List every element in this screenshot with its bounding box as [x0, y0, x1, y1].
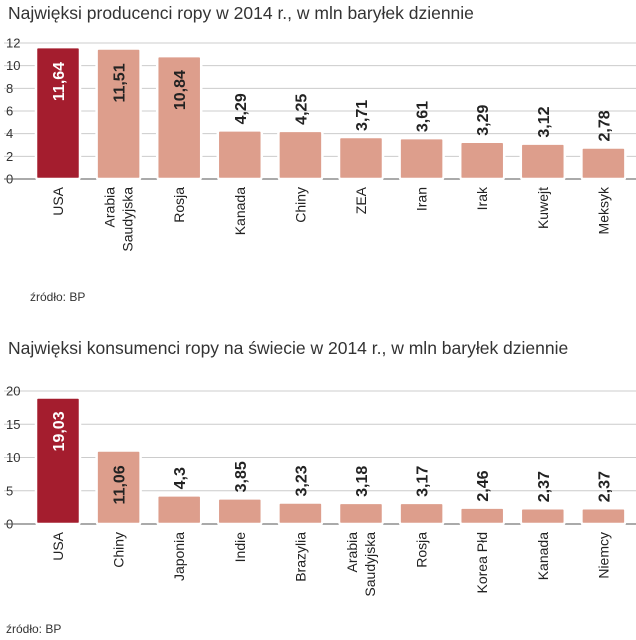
chart-title-consumers: Najwięksi konsumenci ropy na świecie w 2…	[8, 338, 569, 358]
consumers-bar	[519, 506, 567, 526]
consumers-y-tick-label: 10	[6, 450, 20, 465]
consumers-category-label: Chiny	[111, 532, 127, 568]
producers-category-label: Kanada	[232, 187, 248, 235]
consumers-bar	[95, 449, 142, 526]
consumers-bar	[34, 396, 82, 526]
consumers-y-tick-label: 15	[6, 417, 20, 432]
consumers-value-label: 19,03	[51, 411, 68, 451]
producers-value-label: 3,71	[354, 100, 371, 131]
producers-category-label: Meksyk	[595, 186, 611, 234]
producers-value-label: 3,61	[415, 101, 432, 132]
producers-bar	[519, 142, 567, 181]
consumers-bar	[216, 497, 264, 526]
producers-value-label: 10,84	[172, 70, 189, 110]
consumers-category-label: Arabia Saudyjska	[344, 532, 378, 597]
consumers-value-label: 2,37	[596, 471, 613, 502]
producers-category-label: USA	[50, 186, 66, 215]
consumers-value-label: 11,06	[112, 465, 129, 504]
source-note-consumers: źródło: BP	[6, 622, 62, 636]
producers-y-tick-label: 4	[6, 126, 13, 141]
producers-y-tick-label: 10	[6, 58, 20, 73]
producers-y-tick-label: 8	[6, 81, 13, 96]
producers-bar	[277, 129, 324, 181]
producers-category-label: Iran	[414, 187, 430, 211]
consumers-value-label: 4,3	[172, 467, 189, 489]
consumers-value-label: 2,37	[536, 471, 553, 502]
producers-category-label: Irak	[474, 186, 490, 210]
source-note-producers: źródło: BP	[30, 290, 86, 304]
producers-value-label: 11,51	[112, 63, 129, 102]
consumers-category-label: Kanada	[535, 532, 551, 580]
producers-category-label: Arabia Saudyjska	[102, 187, 136, 252]
producers-value-label: 11,64	[51, 62, 68, 101]
consumers-value-label: 3,85	[233, 461, 250, 492]
consumers-value-label: 3,23	[293, 465, 310, 496]
producers-value-label: 2,78	[596, 110, 613, 141]
producers-y-tick-label: 6	[6, 104, 13, 119]
producers-value-label: 4,29	[233, 93, 250, 124]
producers-bar	[34, 45, 82, 181]
consumers-bar	[580, 506, 627, 526]
producers-category-label: ZEA	[353, 186, 369, 214]
producers-category-label: Rosja	[171, 187, 187, 223]
producers-y-tick-label: 12	[6, 36, 20, 51]
consumers-bar	[458, 506, 506, 526]
producers-value-label: 3,29	[475, 104, 492, 135]
producers-category-label: Chiny	[292, 187, 308, 223]
consumers-category-label: Niemcy	[595, 532, 611, 579]
consumers-category-label: Japonia	[171, 532, 187, 581]
consumers-bar	[277, 501, 324, 526]
consumers-value-label: 3,17	[415, 466, 432, 497]
consumers-value-label: 2,46	[475, 470, 492, 501]
producers-bar	[458, 140, 506, 181]
producers-value-label: 4,25	[293, 94, 310, 125]
consumers-bar	[337, 501, 385, 526]
consumers-value-label: 3,18	[354, 466, 371, 497]
producers-bar	[337, 135, 385, 181]
consumers-category-label: Brazylia	[292, 532, 308, 582]
consumers-category-label: Korea Płd	[474, 532, 490, 593]
producers-bar	[95, 47, 142, 181]
producers-bar	[398, 136, 445, 181]
producers-bar	[155, 54, 203, 181]
consumers-bar	[398, 501, 445, 526]
consumers-category-label: Indie	[232, 532, 248, 563]
producers-category-label: Kuwejt	[535, 187, 551, 229]
producers-bar	[216, 129, 264, 181]
consumers-y-tick-label: 20	[6, 384, 20, 399]
consumers-category-label: Rosja	[414, 532, 430, 568]
consumers-y-tick-label: 5	[6, 483, 13, 498]
chart-title-producers: Najwięksi producenci ropy w 2014 r., w m…	[8, 3, 474, 23]
producers-value-label: 3,12	[536, 106, 553, 137]
producers-bar	[580, 146, 627, 181]
producers-y-tick-label: 2	[6, 149, 13, 164]
consumers-bar-chart: 0510152019,03USA11,06Chiny4,3Japonia3,85…	[4, 384, 636, 597]
consumers-category-label: USA	[50, 531, 66, 560]
consumers-bar	[155, 494, 203, 526]
